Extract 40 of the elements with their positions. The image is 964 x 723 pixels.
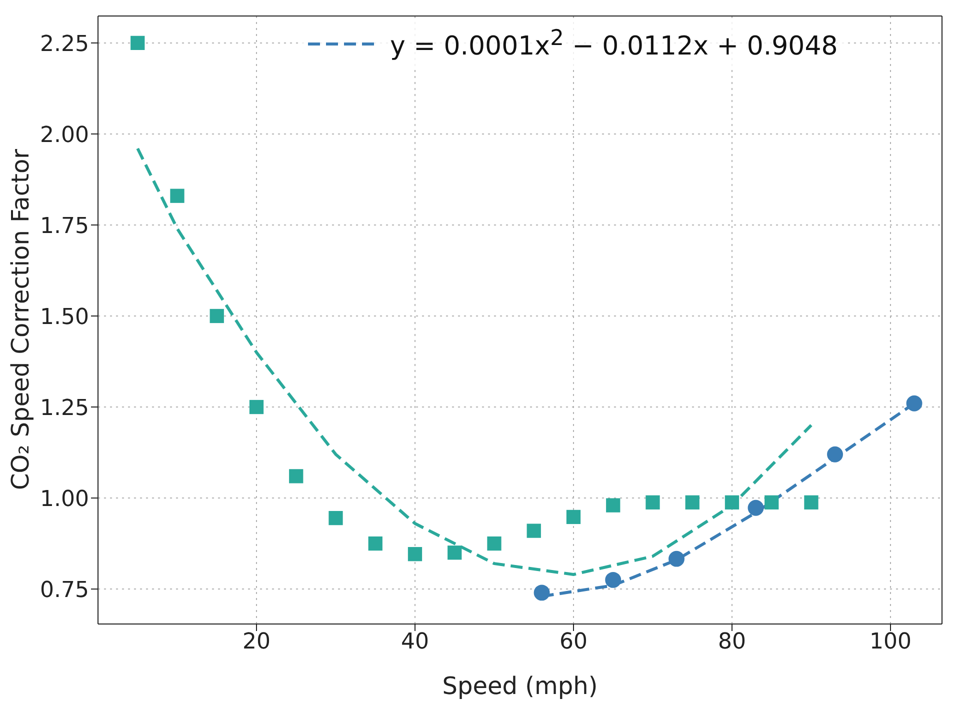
point — [534, 584, 550, 601]
y-tick-label: 0.75 — [40, 578, 89, 603]
y-tick-label: 1.00 — [40, 486, 89, 512]
point — [408, 547, 422, 562]
point — [210, 308, 224, 324]
point — [130, 36, 145, 50]
x-tick-label: 80 — [718, 630, 746, 655]
y-axis-title: CO₂ Speed Correction Factor — [6, 148, 35, 490]
point — [526, 524, 541, 538]
point — [724, 495, 740, 510]
point — [764, 495, 779, 510]
y-tick-label: 2.25 — [40, 32, 89, 57]
point — [448, 546, 462, 560]
point — [368, 536, 382, 551]
point — [566, 510, 581, 524]
legend-label: y = 0.0001x$^{2}$ − 0.0112x + 0.9048 — [390, 26, 838, 62]
line-series — [136, 147, 813, 576]
point — [685, 495, 700, 510]
y-tick-label: 1.25 — [40, 396, 89, 421]
x-tick-label: 60 — [559, 630, 588, 655]
x-tick-label: 40 — [400, 630, 429, 655]
point — [804, 495, 818, 510]
point — [827, 446, 843, 462]
point — [748, 500, 764, 516]
point — [605, 572, 622, 588]
point — [170, 188, 184, 203]
x-tick-label: 100 — [869, 630, 912, 655]
y-tick-label: 1.75 — [40, 214, 89, 239]
point — [289, 469, 304, 484]
point — [646, 495, 660, 510]
point — [328, 510, 343, 526]
point — [487, 536, 502, 551]
point — [906, 395, 922, 412]
point — [606, 498, 620, 512]
point — [668, 550, 684, 567]
x-tick-label: 20 — [242, 630, 270, 655]
point — [249, 400, 264, 414]
y-tick-label: 1.50 — [40, 304, 89, 330]
x-axis-title: Speed (mph) — [442, 672, 598, 700]
y-tick-label: 2.00 — [40, 122, 89, 148]
